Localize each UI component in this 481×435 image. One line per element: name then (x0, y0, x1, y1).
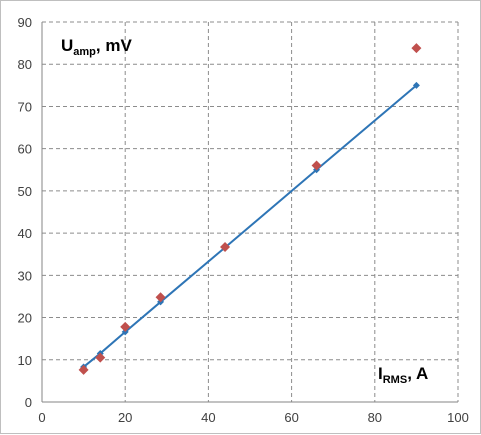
series-0 (80, 81, 420, 371)
axes (41, 22, 458, 403)
data-point (311, 160, 322, 171)
y-axis-title: Uamp, mV (61, 36, 132, 58)
data-point (120, 321, 131, 332)
y-tick-label: 20 (18, 311, 32, 326)
data-point (412, 81, 420, 89)
x-tick-label: 40 (201, 410, 215, 425)
x-tick-label: 60 (284, 410, 298, 425)
data-point (95, 352, 106, 363)
data-point (411, 43, 422, 54)
x-tick-label: 100 (447, 410, 469, 425)
y-tick-label: 0 (25, 395, 32, 410)
data-point (121, 328, 129, 336)
y-tick-label: 60 (18, 142, 32, 157)
x-tick-label: 0 (38, 410, 45, 425)
tick-labels: 0 20 40 60 80 100 0 10 20 30 40 50 60 70 80 90 (18, 15, 469, 425)
data-series (78, 43, 422, 375)
data-point (220, 242, 231, 253)
series-line (82, 84, 418, 368)
y-tick-label: 70 (18, 99, 32, 114)
data-point (155, 292, 166, 303)
y-tick-label: 30 (18, 268, 32, 283)
series-1 (78, 43, 422, 375)
x-axis-title: IRMS, A (378, 364, 428, 386)
grid-lines (42, 21, 459, 402)
x-tick-label: 20 (118, 410, 132, 425)
x-tick-label: 80 (368, 410, 382, 425)
y-tick-label: 40 (18, 226, 32, 241)
y-tick-label: 10 (18, 353, 32, 368)
data-point (78, 364, 89, 375)
y-tick-label: 50 (18, 184, 32, 199)
y-tick-label: 90 (18, 15, 32, 30)
y-tick-label: 80 (18, 57, 32, 72)
